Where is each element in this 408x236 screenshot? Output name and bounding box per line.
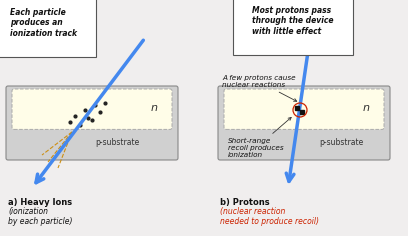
Text: Short-range
recoil produces
ionization: Short-range recoil produces ionization (228, 118, 291, 158)
Text: (nuclear reaction
needed to produce recoil): (nuclear reaction needed to produce reco… (220, 207, 319, 226)
Text: p-substrate: p-substrate (95, 138, 139, 147)
Text: p-substrate: p-substrate (319, 138, 363, 147)
FancyBboxPatch shape (6, 86, 178, 160)
FancyBboxPatch shape (218, 86, 390, 160)
Text: Most protons pass
through the device
with little effect: Most protons pass through the device wit… (252, 6, 333, 36)
Text: a) Heavy Ions: a) Heavy Ions (8, 198, 75, 207)
Text: A few protons cause
nuclear reactions: A few protons cause nuclear reactions (222, 75, 297, 101)
FancyBboxPatch shape (12, 89, 172, 129)
Text: (ionization
by each particle): (ionization by each particle) (8, 207, 73, 226)
Text: Each particle
produces an
ionization track: Each particle produces an ionization tra… (10, 8, 77, 38)
Text: n: n (151, 103, 157, 113)
Text: b) Protons: b) Protons (220, 198, 273, 207)
FancyBboxPatch shape (224, 89, 384, 129)
Text: n: n (362, 103, 370, 113)
